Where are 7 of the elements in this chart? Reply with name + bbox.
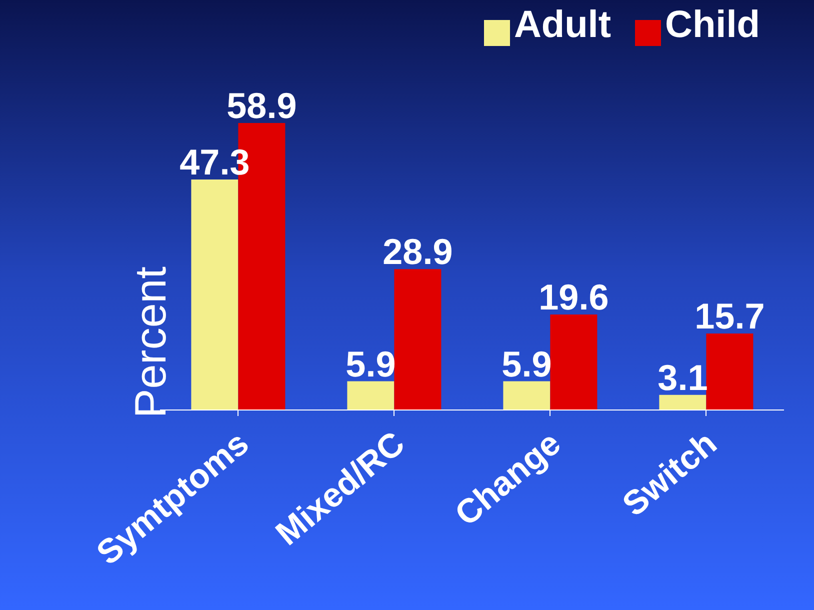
data-label: 19.6: [538, 276, 609, 318]
legend-label: Adult: [514, 4, 612, 46]
data-label: 58.9: [226, 85, 297, 126]
legend-label: Child: [665, 4, 760, 46]
y-axis-title: Percent: [126, 266, 176, 418]
data-label: 28.9: [382, 231, 453, 272]
data-label: 15.7: [694, 296, 765, 336]
